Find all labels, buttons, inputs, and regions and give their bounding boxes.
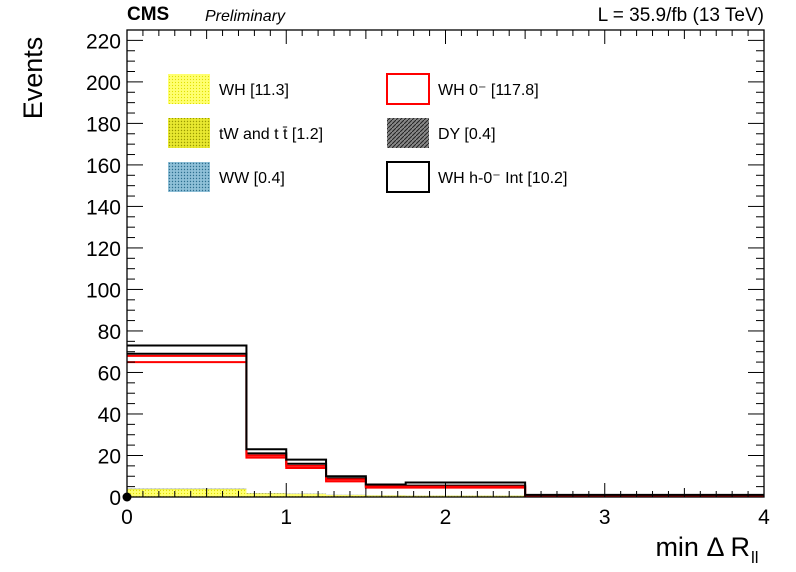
legend-swatch (168, 162, 210, 192)
legend-swatch (168, 118, 210, 148)
y-tick-label: 20 (98, 445, 121, 468)
legend-label: WW [0.4] (219, 170, 285, 187)
legend-label: WH h-0⁻ Int [10.2] (438, 170, 567, 187)
data-points (122, 492, 132, 502)
x-tick-label: 4 (758, 506, 770, 529)
experiment-label: CMS (127, 4, 169, 25)
legend-swatch (386, 73, 430, 105)
legend-entry: WH h-0⁻ Int [10.2] (386, 161, 567, 193)
x-axis-label-main: min Δ R (655, 532, 750, 562)
legend-swatch (168, 74, 210, 104)
legend-swatch (386, 161, 430, 193)
x-tick-label: 0 (121, 506, 133, 529)
legend-entry: WH [11.3] (168, 74, 289, 104)
legend-swatch (387, 118, 429, 148)
x-tick-label: 1 (280, 506, 292, 529)
plot-frame (126, 29, 765, 498)
bar-1-0 (127, 488, 247, 490)
x-tick-label: 3 (599, 506, 611, 529)
signal-line-0 (127, 361, 764, 497)
status-label: Preliminary (205, 8, 286, 25)
bar-0-1 (246, 493, 287, 497)
data-point (122, 492, 132, 502)
legend-label: WH 0⁻ [117.8] (438, 82, 539, 99)
x-axis-label: min Δ R ll (655, 532, 758, 567)
legend-entry: WH 0⁻ [117.8] (386, 73, 539, 105)
x-tick-label: 2 (440, 506, 452, 529)
y-tick-label: 0 (109, 487, 121, 510)
y-tick-label: 200 (86, 72, 121, 95)
signal-lines (127, 344, 764, 497)
bar-0-2 (286, 494, 327, 497)
x-axis-label-subscript: ll (751, 548, 759, 567)
legend-entry: WW [0.4] (168, 162, 285, 192)
y-tick-label: 100 (86, 279, 121, 302)
y-tick-label: 160 (86, 155, 121, 178)
y-tick-label: 140 (86, 196, 121, 219)
luminosity-label: L = 35.9/fb (13 TeV) (598, 5, 764, 26)
bar-0-0 (127, 489, 247, 497)
legend-entry: tW and t t̄ [1.2] (168, 118, 323, 148)
bar-0-3 (326, 495, 366, 497)
legend-entry: DY [0.4] (387, 118, 496, 148)
y-tick-label: 80 (98, 321, 121, 344)
y-tick-label: 60 (98, 362, 121, 385)
extra-line-0 (127, 352, 764, 497)
legend-label: tW and t t̄ [1.2] (219, 126, 323, 143)
extra-line-1 (127, 354, 764, 497)
legend-label: DY [0.4] (438, 126, 496, 143)
y-tick-label: 120 (86, 238, 121, 261)
bar-0-4 (365, 495, 406, 497)
legend: WH [11.3] WH 0⁻ [117.8] tW and t t̄ [1.2] D… (168, 73, 567, 193)
legend-label: WH [11.3] (219, 82, 289, 99)
y-tick-label: 180 (86, 113, 121, 136)
frame-border (126, 29, 765, 498)
signal-line-1 (127, 344, 764, 496)
y-tick-label: 220 (86, 30, 121, 53)
y-axis-label: Events (18, 37, 48, 120)
y-tick-label: 40 (98, 404, 121, 427)
